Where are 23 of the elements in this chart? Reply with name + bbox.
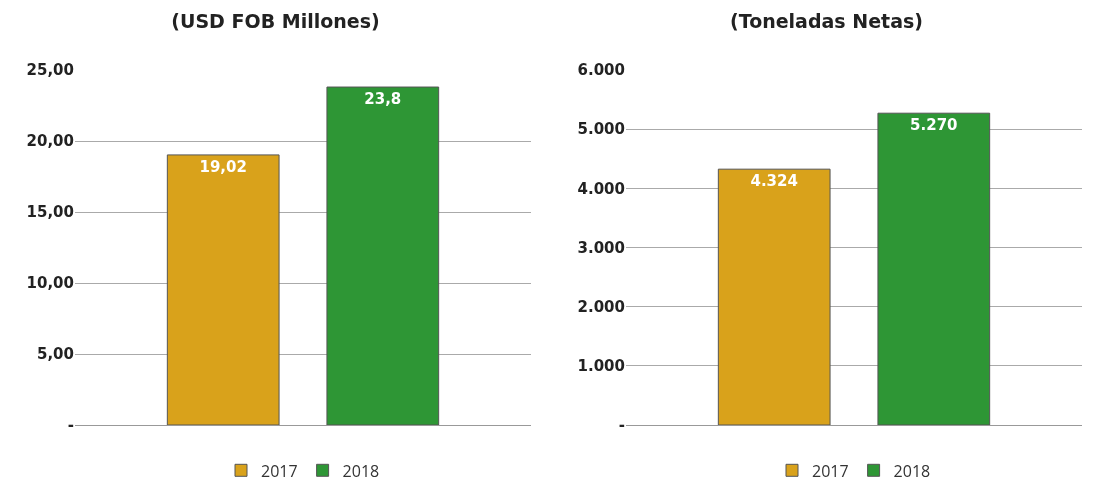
legend-label: 2018 (342, 459, 380, 482)
legend-label: 2018 (893, 459, 931, 482)
y-tick-label: 5,00 (36, 345, 74, 364)
data-label: 5.270 (910, 116, 958, 135)
data-label: 23,8 (364, 90, 402, 109)
y-tick-label: 15,00 (26, 203, 74, 222)
y-tick-label: 25,00 (26, 61, 74, 80)
y-tick-label: - (67, 416, 74, 435)
data-label: 4.324 (750, 172, 798, 191)
y-tick-label: 5.000 (577, 120, 625, 139)
y-tick-label: 3.000 (577, 238, 625, 257)
y-tick-label: - (618, 416, 625, 435)
chart-title: (Toneladas Netas) (730, 10, 923, 33)
data-label: 19,02 (199, 157, 247, 176)
y-tick-label: 6.000 (577, 61, 625, 80)
legend-label: 2017 (812, 459, 849, 482)
legend-label: 2017 (261, 459, 298, 482)
chart-title: (USD FOB Millones) (171, 10, 380, 33)
y-tick-label: 20,00 (26, 132, 74, 151)
y-tick-label: 4.000 (577, 179, 625, 198)
y-tick-label: 1.000 (577, 357, 625, 376)
y-tick-label: 2.000 (577, 297, 625, 316)
y-tick-label: 10,00 (26, 274, 74, 293)
